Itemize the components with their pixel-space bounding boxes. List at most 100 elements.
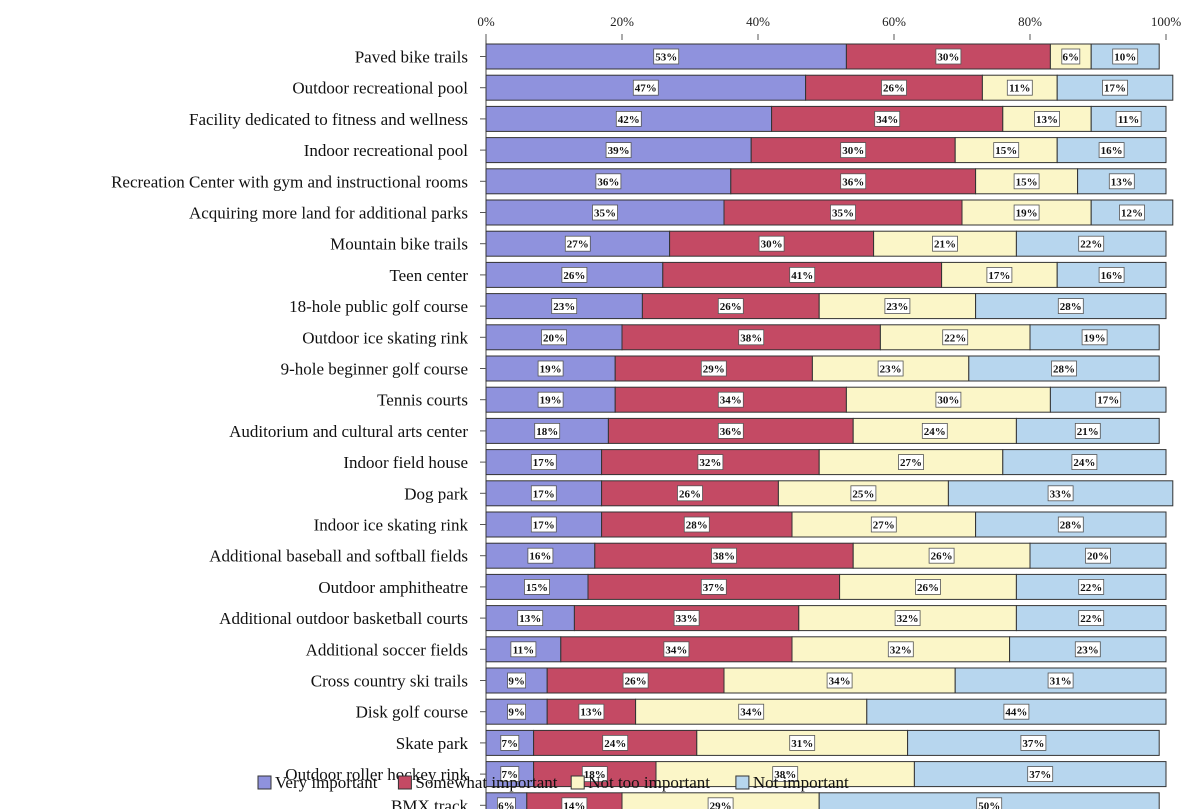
- data-label-box: [1051, 360, 1077, 377]
- data-label-box: [1078, 579, 1105, 595]
- data-label-box: [700, 360, 727, 377]
- data-label-box: [605, 142, 632, 159]
- data-label: 28%: [1060, 301, 1082, 313]
- data-label-box: [561, 266, 588, 283]
- data-label: 15%: [995, 145, 1017, 157]
- data-label-box: [1119, 204, 1145, 221]
- x-tick-label: 60%: [882, 14, 906, 29]
- data-label-box: [551, 298, 578, 315]
- data-label-box: [758, 235, 785, 252]
- data-label-box: [534, 422, 561, 439]
- data-label: 20%: [1087, 551, 1109, 563]
- data-label-box: [1020, 735, 1047, 751]
- data-label: 38%: [740, 332, 762, 344]
- data-label: 47%: [635, 83, 657, 95]
- legend-label: Somewhat important: [415, 773, 557, 792]
- data-label: 23%: [1077, 644, 1099, 656]
- data-label: 35%: [832, 208, 854, 220]
- data-label: 32%: [699, 457, 721, 469]
- data-label-box: [932, 235, 958, 252]
- data-label-box: [507, 672, 527, 689]
- data-label: 6%: [498, 800, 515, 809]
- bar-segment: [1015, 417, 1160, 444]
- data-label-box: [1057, 516, 1084, 533]
- data-label: 50%: [978, 800, 1000, 809]
- category-label: 18-hole public golf course: [289, 297, 468, 316]
- data-label: 13%: [580, 707, 602, 719]
- bar-segment: [1090, 199, 1174, 226]
- data-label-box: [663, 641, 690, 658]
- data-label-box: [1027, 766, 1054, 782]
- data-label-box: [507, 703, 527, 720]
- data-label: 36%: [720, 426, 742, 438]
- data-label-box: [881, 79, 907, 96]
- data-label: 17%: [988, 270, 1010, 282]
- data-label-box: [602, 735, 629, 751]
- data-label-box: [993, 142, 1020, 159]
- data-label: 17%: [533, 457, 555, 469]
- data-label: 9%: [508, 676, 525, 688]
- data-label-box: [530, 516, 557, 533]
- data-label-box: [826, 672, 853, 689]
- data-label-box: [615, 111, 642, 127]
- data-label-box: [884, 298, 911, 315]
- category-axis: Paved bike trails Outdoor recreational po…: [111, 48, 486, 809]
- data-label: 23%: [880, 364, 902, 376]
- data-label: 28%: [1053, 364, 1075, 376]
- data-label: 15%: [1016, 176, 1038, 188]
- data-label-box: [738, 329, 765, 346]
- data-label-box: [1057, 298, 1084, 315]
- data-label: 32%: [897, 613, 919, 625]
- data-label-box: [530, 485, 557, 502]
- data-label: 10%: [1114, 52, 1136, 64]
- data-label: 19%: [1016, 208, 1038, 220]
- data-label: 41%: [791, 270, 813, 282]
- data-label: 12%: [1121, 208, 1143, 220]
- data-label: 31%: [1050, 676, 1072, 688]
- data-label-box: [1102, 79, 1128, 96]
- data-label: 22%: [1080, 239, 1102, 251]
- data-label-box: [986, 266, 1013, 283]
- category-label: Recreation Center with gym and instructi…: [111, 172, 468, 191]
- data-label-box: [510, 641, 537, 658]
- category-label: Indoor recreational pool: [304, 141, 469, 160]
- bars: 53% 30% 6% 10% 47% 26% 11% 17% 42% 34% 13% 11% 39% 30…: [485, 43, 1174, 809]
- data-label-box: [870, 516, 897, 533]
- data-label-box: [789, 266, 816, 283]
- data-label: 16%: [1101, 145, 1123, 157]
- data-label: 18%: [584, 769, 606, 781]
- data-label: 28%: [1060, 520, 1082, 532]
- data-label-box: [894, 610, 921, 626]
- category-label: 9-hole beginner golf course: [281, 360, 468, 379]
- data-label: 32%: [890, 644, 912, 656]
- data-label-box: [700, 579, 727, 595]
- x-tick-label: 0%: [477, 14, 495, 29]
- category-label: Dog park: [404, 484, 468, 503]
- category-label: Skate park: [396, 734, 469, 753]
- data-label: 11%: [1009, 83, 1030, 95]
- data-label: 16%: [529, 551, 551, 563]
- data-label-box: [1006, 79, 1033, 96]
- data-label: 22%: [1080, 582, 1102, 594]
- data-label-box: [877, 360, 904, 377]
- data-label-box: [850, 485, 877, 502]
- category-label: Additional soccer fields: [306, 640, 468, 659]
- data-label-box: [976, 797, 1003, 809]
- x-tick-label: 80%: [1018, 14, 1042, 29]
- data-label: 17%: [533, 488, 555, 500]
- bar-segment: [805, 74, 983, 101]
- bar-segment: [818, 449, 1004, 476]
- data-label: 7%: [502, 738, 519, 750]
- data-label-box: [1013, 204, 1040, 221]
- data-label: 26%: [917, 582, 939, 594]
- data-label-box: [1034, 111, 1060, 127]
- data-label: 36%: [842, 176, 864, 188]
- data-label: 11%: [513, 644, 534, 656]
- data-label-box: [711, 547, 737, 564]
- data-label: 27%: [567, 239, 589, 251]
- data-label: 33%: [676, 613, 698, 625]
- data-label: 26%: [563, 270, 585, 282]
- data-label: 44%: [1005, 707, 1027, 719]
- x-tick-label: 40%: [746, 14, 770, 29]
